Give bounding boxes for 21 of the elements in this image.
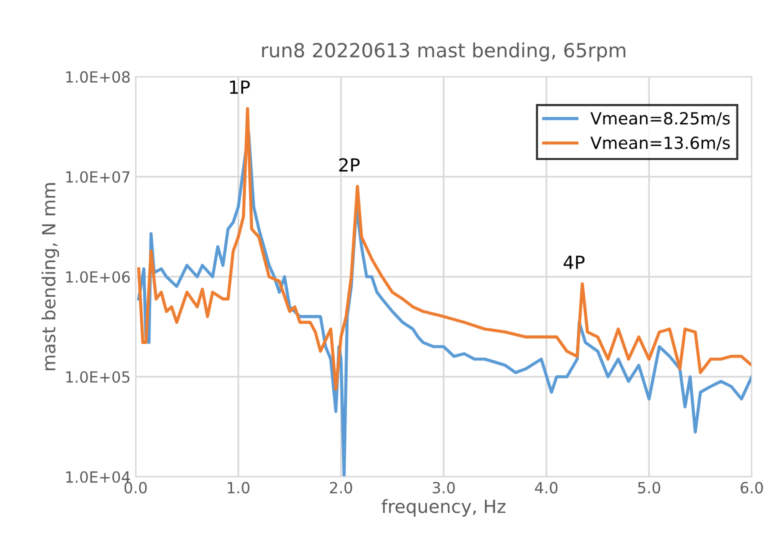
chart-title: run8 20220613 mast bending, 65rpm	[262, 42, 626, 62]
x-tick-label: 1.0	[228, 482, 250, 494]
x-tick-label: 6.0	[740, 482, 763, 494]
line-series	[137, 107, 752, 391]
annotation: 2P	[339, 158, 360, 172]
annotation: 4P	[564, 256, 585, 269]
legend-label: Vmean=8.25m/s	[590, 112, 730, 126]
y-axis-title: mast bending, N mm	[42, 183, 60, 370]
x-tick-label: 5.0	[638, 482, 660, 494]
y-tick-label: 1.0E+06	[66, 271, 130, 283]
x-axis-title: frequency, Hz	[382, 499, 506, 517]
x-tick-label: 2.0	[330, 482, 352, 494]
x-tick-label: 4.0	[534, 482, 558, 494]
y-tick-label: 1.0E+08	[66, 71, 130, 83]
annotation: 1P	[230, 80, 250, 94]
y-tick-label: 1.0E+04	[66, 471, 130, 483]
y-tick-label: 1.0E+07	[66, 171, 130, 183]
y-tick-label: 1.0E+05	[66, 371, 130, 383]
x-tick-label: 0.0	[124, 482, 147, 494]
legend-label: Vmean=13.6m/s	[590, 136, 730, 150]
x-tick-label: 3.0	[432, 482, 455, 494]
